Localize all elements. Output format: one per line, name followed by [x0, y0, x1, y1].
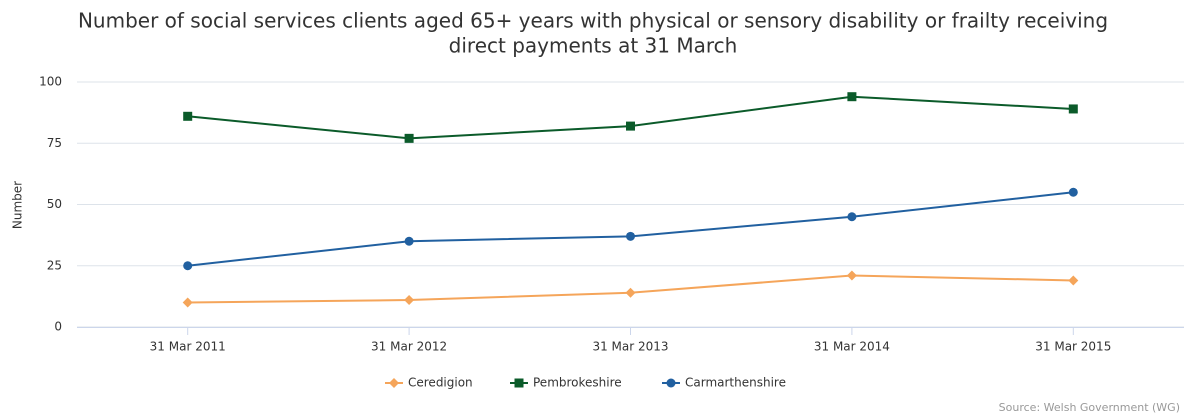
marker: [389, 378, 399, 388]
source: Source: Welsh Government (WG): [999, 401, 1180, 414]
marker: [514, 378, 524, 388]
y-tick-label: 100: [39, 75, 62, 89]
marker: [404, 236, 414, 246]
marker: [404, 133, 414, 143]
marker: [1068, 187, 1078, 197]
legend-label: Ceredigion: [408, 376, 473, 390]
y-tick-label: 50: [47, 197, 62, 211]
marker: [626, 121, 635, 131]
marker: [404, 295, 415, 306]
marker: [666, 378, 676, 388]
x-tick-label: 31 Mar 2015: [1035, 340, 1111, 354]
marker: [847, 212, 857, 222]
y-tick-label: 75: [47, 136, 62, 150]
x-tick-label: 31 Mar 2013: [592, 340, 668, 354]
y-tick-label: 0: [54, 320, 62, 334]
x-tick-label: 31 Mar 2011: [150, 340, 226, 354]
marker: [182, 297, 193, 308]
x-tick-label: 31 Mar 2012: [371, 340, 447, 354]
marker: [1068, 275, 1079, 286]
y-axis-label: Number: [11, 181, 25, 229]
chart-subtitle: direct payments at 31 March: [449, 34, 738, 58]
marker: [626, 231, 635, 241]
marker: [625, 287, 636, 298]
marker: [1068, 104, 1078, 114]
marker: [183, 111, 193, 121]
chart-title: Number of social services clients aged 6…: [78, 9, 1108, 33]
marker: [183, 261, 193, 271]
legend-label: Carmarthenshire: [685, 376, 786, 390]
series-line: [187, 191, 1074, 267]
x-tick-label: 31 Mar 2014: [814, 340, 890, 354]
marker: [846, 270, 857, 281]
series-line: [187, 95, 1074, 140]
legend-label: Pembrokeshire: [533, 376, 622, 390]
y-tick-label: 25: [47, 258, 62, 272]
marker: [847, 92, 857, 102]
